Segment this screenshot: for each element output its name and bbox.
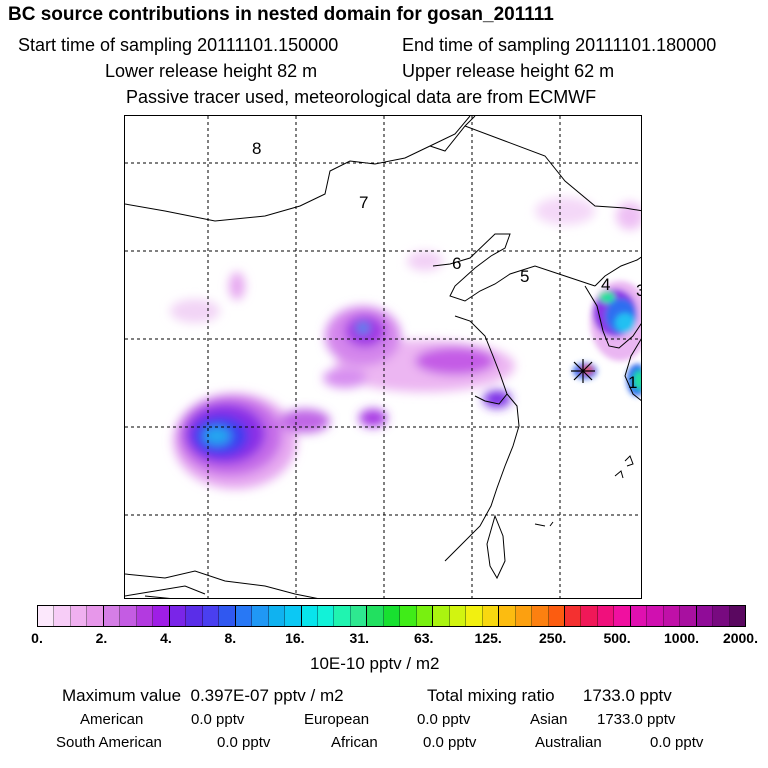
total-value: 1733.0 pptv — [582, 686, 672, 705]
colorbar-segment — [367, 606, 384, 626]
colorbar-segment — [219, 606, 236, 626]
max-label: Maximum value — [62, 686, 182, 705]
start-time-label: Start time of sampling 20111101.150000 — [18, 35, 339, 55]
plume-southwest — [173, 393, 387, 489]
colorbar-segment — [713, 606, 730, 626]
colorbar-tick-label: 2. — [95, 630, 108, 646]
plume-central — [170, 197, 641, 408]
colorbar-segment — [647, 606, 664, 626]
source-name-south-american: South American — [56, 734, 162, 751]
region-label-6: 6 — [452, 254, 461, 273]
source-name-asian: Asian — [530, 711, 568, 728]
colorbar-segment — [285, 606, 302, 626]
colorbar-segment — [169, 606, 187, 626]
source-value-australian: 0.0 pptv — [650, 734, 704, 751]
source-name-american: American — [80, 711, 144, 728]
region-label-3: 3 — [636, 281, 642, 300]
colorbar-segment — [482, 606, 500, 626]
colorbar-segment — [565, 606, 582, 626]
colorbar-segment — [317, 606, 335, 626]
colorbar-segment — [103, 606, 121, 626]
lat-lon-grid — [125, 116, 641, 598]
source-value-european: 0.0 pptv — [417, 711, 471, 728]
colorbar-segment — [548, 606, 565, 626]
region-label-5: 5 — [520, 267, 529, 286]
end-time-label: End time of sampling 20111101.180000 — [402, 35, 717, 55]
colorbar-segment — [581, 606, 598, 626]
colorbar-segment — [350, 606, 368, 626]
colorbar-segment — [630, 606, 648, 626]
colorbar-segment — [38, 606, 55, 626]
colorbar-tick-label: 63. — [413, 630, 434, 646]
source-name-australian: Australian — [535, 734, 602, 751]
map-panel: 8 7 6 5 4 3 1 — [124, 115, 642, 599]
lower-release-label: Lower release height 82 m — [105, 61, 318, 81]
colorbar-segment — [614, 606, 631, 626]
colorbar-tick-label: 125. — [474, 630, 502, 646]
colorbar-units: 10E-10 pptv / m2 — [310, 654, 440, 673]
upper-release-label: Upper release height 62 m — [402, 61, 615, 81]
colorbar-segment — [449, 606, 467, 626]
receptor-marker-icon — [571, 359, 595, 383]
coastlines — [125, 116, 641, 598]
colorbar-segment — [433, 606, 450, 626]
colorbar-segment — [532, 606, 549, 626]
colorbar-tick-label: 500. — [603, 630, 631, 646]
maximum-value-text: Maximum value 0.397E-07 pptv / m2 — [62, 686, 344, 706]
source-value-asian: 1733.0 pptv — [597, 711, 676, 728]
colorbar-segment — [268, 606, 286, 626]
colorbar-tick-label: 0. — [31, 630, 43, 646]
region-label-4: 4 — [601, 275, 610, 294]
chart-title: BC source contributions in nested domain… — [8, 4, 554, 25]
source-value-african: 0.0 pptv — [423, 734, 477, 751]
colorbar-tick-label: 250. — [539, 630, 567, 646]
source-value-american: 0.0 pptv — [191, 711, 245, 728]
colorbar-segment — [696, 606, 714, 626]
colorbar-segment — [466, 606, 483, 626]
colorbar-segment — [499, 606, 516, 626]
map-svg: 8 7 6 5 4 3 1 — [125, 116, 642, 598]
colorbar-segment — [136, 606, 154, 626]
colorbar-segment — [153, 606, 170, 626]
colorbar — [37, 605, 746, 627]
colorbar-segment — [334, 606, 351, 626]
source-name-african: African — [331, 734, 378, 751]
colorbar-tick-label: 8. — [224, 630, 237, 646]
max-value: 0.397E-07 pptv / m2 — [190, 686, 344, 705]
colorbar-segment — [252, 606, 269, 626]
region-label-8: 8 — [252, 139, 261, 158]
colorbar-segment — [729, 606, 746, 626]
colorbar-segment — [416, 606, 434, 626]
source-value-south-american: 0.0 pptv — [217, 734, 271, 751]
colorbar-segment — [597, 606, 615, 626]
colorbar-segment — [186, 606, 203, 626]
colorbar-segment — [70, 606, 88, 626]
total-mixing-text: Total mixing ratio 1733.0 pptv — [427, 686, 672, 706]
colorbar-segment — [680, 606, 697, 626]
colorbar-segment — [235, 606, 253, 626]
colorbar-tick-label: 1000. — [664, 630, 700, 646]
colorbar-segment — [54, 606, 71, 626]
colorbar-segment — [400, 606, 417, 626]
colorbar-tick-label: 16. — [285, 630, 305, 646]
colorbar-tick-label: 31. — [349, 630, 369, 646]
colorbar-segment — [120, 606, 137, 626]
colorbar-segment — [383, 606, 401, 626]
colorbar-segment — [301, 606, 318, 626]
total-label: Total mixing ratio — [427, 686, 555, 705]
region-label-7: 7 — [359, 193, 368, 212]
colorbar-segment — [515, 606, 533, 626]
tracer-note: Passive tracer used, meteorological data… — [126, 87, 597, 107]
colorbar-segment — [87, 606, 104, 626]
region-label-1: 1 — [628, 373, 637, 392]
source-name-european: European — [304, 711, 370, 728]
colorbar-tick-label: 4. — [160, 630, 172, 646]
colorbar-segment — [202, 606, 220, 626]
colorbar-tick-label: 2000. — [722, 630, 758, 646]
colorbar-segment — [663, 606, 681, 626]
